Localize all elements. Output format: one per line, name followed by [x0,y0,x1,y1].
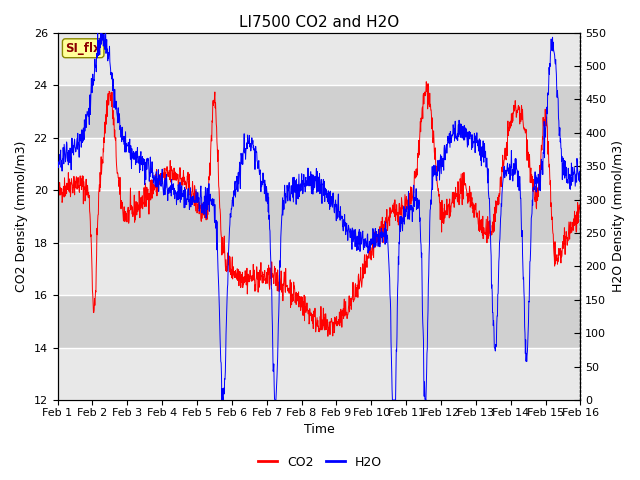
Bar [58,348,580,400]
Text: SI_flx: SI_flx [65,42,101,55]
Bar [58,295,580,348]
Title: LI7500 CO2 and H2O: LI7500 CO2 and H2O [239,15,399,30]
Legend: CO2, H2O: CO2, H2O [253,451,387,474]
Bar [58,33,580,85]
Bar [58,85,580,138]
Bar [58,190,580,242]
Bar [58,242,580,295]
Bar [58,138,580,190]
X-axis label: Time: Time [303,423,334,436]
Y-axis label: CO2 Density (mmol/m3): CO2 Density (mmol/m3) [15,141,28,292]
Y-axis label: H2O Density (mmol/m3): H2O Density (mmol/m3) [612,140,625,292]
